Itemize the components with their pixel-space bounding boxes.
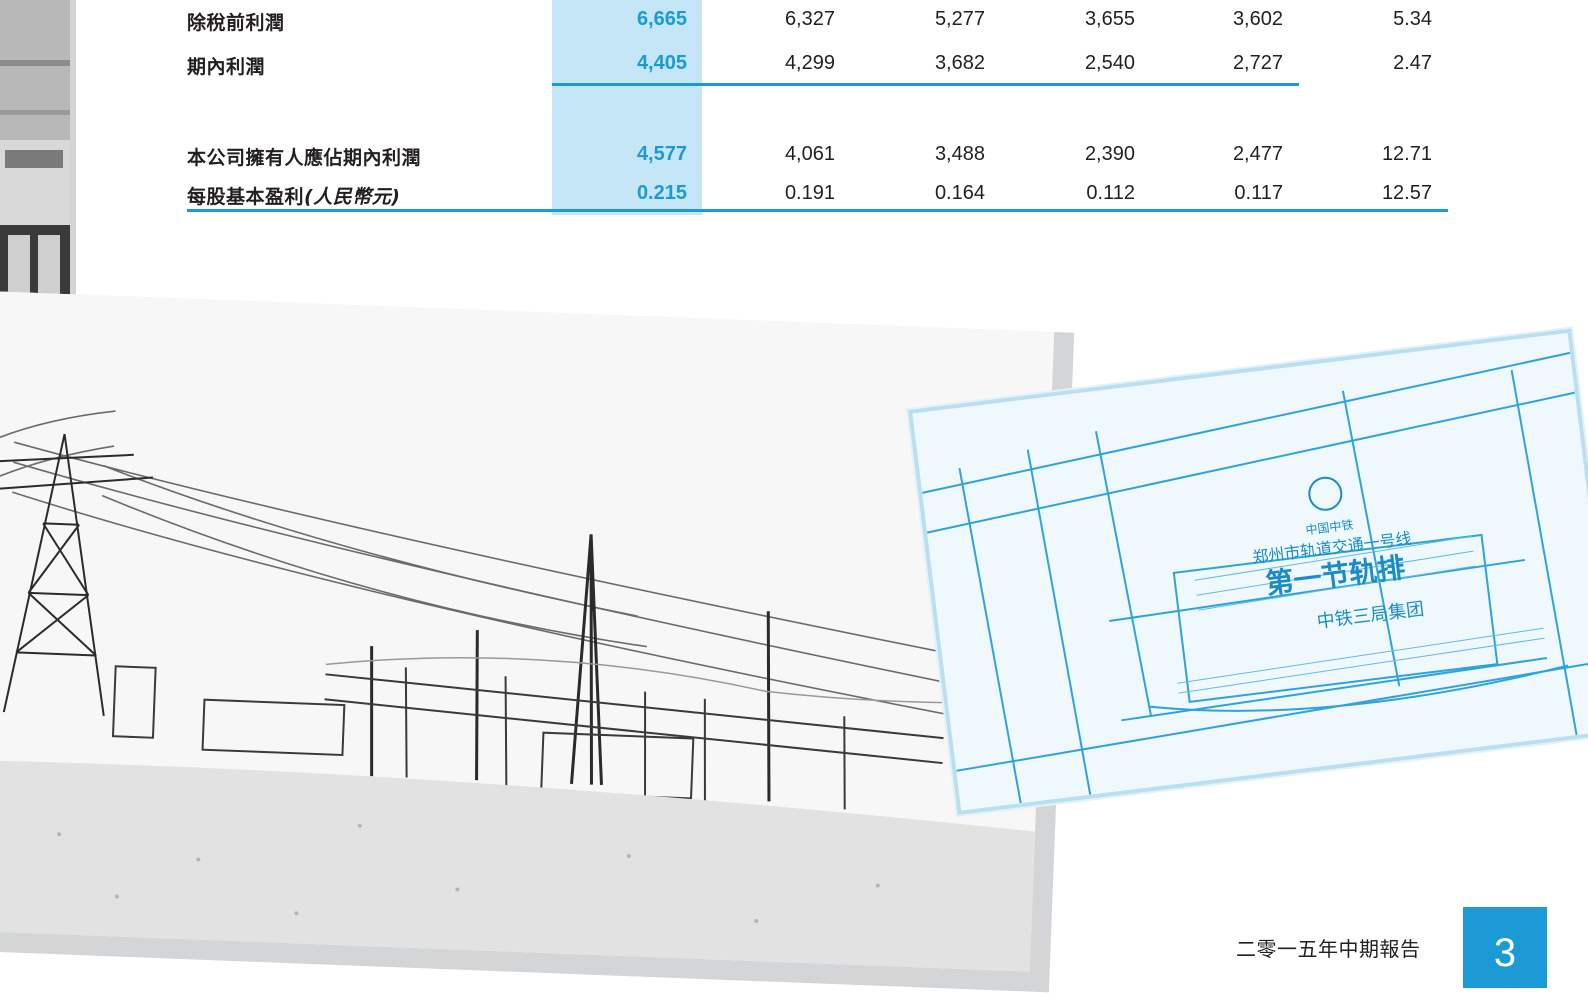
page-number: 3 [1463, 907, 1547, 988]
logo-icon [1308, 476, 1343, 511]
financial-summary-table: 除稅前利潤 6,665 6,327 5,277 3,655 3,602 5.34… [187, 0, 1448, 215]
value-cell: 3,488 [934, 143, 985, 165]
row-label-text: 每股基本盈利 [187, 186, 305, 208]
change-cell: 2.47 [1393, 52, 1432, 74]
row-label: 除稅前利潤 [187, 12, 285, 34]
current-value: 4,577 [636, 143, 687, 165]
value-cell: 3,602 [1232, 8, 1283, 30]
value-cell: 2,477 [1232, 143, 1283, 165]
value-cell: 5,277 [934, 8, 985, 30]
report-title: 二零一五年中期報告 [1236, 937, 1421, 961]
power-substation-sketch [0, 290, 1075, 993]
change-cell: 12.71 [1381, 143, 1432, 165]
value-cell: 2,727 [1232, 52, 1283, 74]
rail-installation-sketch: 中国中铁 郑州市轨道交通一号线 第一节轨排 中铁三局集团 [908, 328, 1588, 815]
current-period-column-highlight [552, 0, 702, 215]
value-cell: 2,390 [1084, 143, 1135, 165]
value-cell: 4,061 [784, 143, 835, 165]
row-label-unit: (人民幣元) [304, 186, 401, 208]
value-cell: 4,299 [784, 52, 835, 74]
value-cell: 0.164 [934, 182, 985, 204]
value-cell: 0.112 [1086, 182, 1135, 204]
current-value: 4,405 [636, 52, 687, 74]
row-label: 每股基本盈利(人民幣元) [187, 182, 400, 209]
value-cell: 0.191 [784, 182, 835, 204]
table-row: 本公司擁有人應佔期內利潤 4,577 4,061 3,488 2,390 2,4… [187, 135, 1448, 175]
change-cell: 12.57 [1381, 182, 1432, 204]
sign-org: 中国中铁 [1305, 517, 1354, 538]
table-row: 每股基本盈利(人民幣元) 0.215 0.191 0.164 0.112 0.1… [187, 174, 1448, 214]
value-cell: 6,327 [784, 8, 835, 30]
table-row: 除稅前利潤 6,665 6,327 5,277 3,655 3,602 5.34 [187, 0, 1448, 40]
row-label: 本公司擁有人應佔期內利潤 [187, 147, 422, 169]
value-cell: 0.117 [1234, 182, 1283, 204]
current-value: 6,665 [636, 8, 687, 30]
change-cell: 5.34 [1393, 8, 1432, 30]
current-value: 0.215 [636, 182, 687, 204]
subtotal-rule [552, 83, 1299, 86]
table-row: 期內利潤 4,405 4,299 3,682 2,540 2,727 2.47 [187, 44, 1448, 84]
value-cell: 3,655 [1084, 8, 1135, 30]
value-cell: 3,682 [934, 52, 985, 74]
value-cell: 2,540 [1084, 52, 1135, 74]
table-bottom-rule [187, 209, 1448, 212]
row-label: 期內利潤 [187, 56, 266, 78]
